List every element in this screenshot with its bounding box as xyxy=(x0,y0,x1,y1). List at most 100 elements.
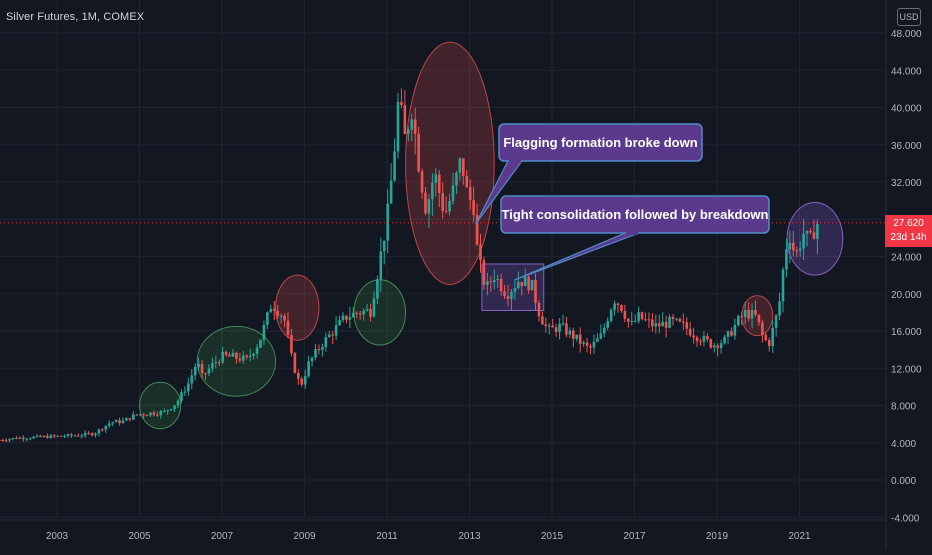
candle-body xyxy=(300,378,304,385)
candle-body xyxy=(266,312,269,325)
candle-body xyxy=(259,339,262,348)
candle-body xyxy=(348,317,352,320)
candle-body xyxy=(42,435,46,437)
candle-body xyxy=(293,353,297,373)
candle-body xyxy=(719,343,723,349)
candle-body xyxy=(59,435,63,437)
candle-body xyxy=(145,415,149,417)
candle-body xyxy=(217,362,221,364)
candle-body xyxy=(231,352,235,357)
callout-1[interactable]: Flagging formation broke down xyxy=(475,123,703,225)
candle-body xyxy=(362,310,365,315)
callout-box[interactable] xyxy=(498,123,703,162)
currency-badge[interactable]: USD xyxy=(897,8,921,26)
candle-body xyxy=(338,319,341,326)
candle-body xyxy=(558,323,561,332)
candle-body xyxy=(520,282,524,287)
candle-body xyxy=(692,335,695,338)
current-price-value: 27.620 xyxy=(893,218,924,229)
candle-body xyxy=(778,301,781,316)
candle-body xyxy=(592,341,596,348)
candle-body xyxy=(314,349,317,358)
highlight-circle[interactable] xyxy=(353,279,407,346)
candle-body xyxy=(802,233,805,249)
candle-body xyxy=(156,414,159,416)
candle-body xyxy=(647,319,651,321)
candle-body xyxy=(407,129,410,135)
candle-body xyxy=(627,318,630,322)
y-tick-label: -4.000 xyxy=(891,513,920,524)
candle-body xyxy=(682,321,685,323)
candle-body xyxy=(805,230,809,234)
candle-body xyxy=(589,345,592,348)
x-tick-label: 2005 xyxy=(128,531,151,542)
candle-body xyxy=(70,434,73,436)
candle-body xyxy=(334,325,338,336)
candle-body xyxy=(32,436,35,439)
highlight-ellipse[interactable] xyxy=(405,41,495,285)
candle-body xyxy=(482,260,486,285)
candle-body xyxy=(283,315,286,321)
callout-2[interactable]: Tight consolidation followed by breakdow… xyxy=(500,195,770,281)
candle-body xyxy=(176,400,180,406)
candle-body xyxy=(180,392,183,401)
candle-body xyxy=(767,340,771,347)
candle-body xyxy=(499,279,503,292)
x-tick-label: 2019 xyxy=(706,531,729,542)
candle-body xyxy=(138,414,142,416)
candle-body xyxy=(324,337,328,348)
symbol-title[interactable]: Silver Futures, 1M, COMEX xyxy=(6,11,145,23)
candle-body xyxy=(35,435,39,437)
candle-body xyxy=(355,312,359,314)
candle-body xyxy=(424,192,427,214)
candle-body xyxy=(83,432,87,436)
candle-body xyxy=(661,321,664,327)
candle-body xyxy=(764,334,768,341)
candle-body xyxy=(382,240,386,252)
candle-body xyxy=(709,339,713,348)
candle-body xyxy=(602,327,606,334)
candle-body xyxy=(66,434,70,437)
candle-body xyxy=(87,432,90,434)
candle-body xyxy=(307,361,310,376)
candle-body xyxy=(290,334,293,354)
candle-body xyxy=(737,316,740,325)
candle-body xyxy=(637,312,640,321)
candle-body xyxy=(792,242,795,251)
candle-body xyxy=(654,323,658,327)
x-tick-label: 2021 xyxy=(788,531,811,542)
candle-body xyxy=(331,334,334,336)
candle-body xyxy=(379,251,383,280)
candle-body xyxy=(492,279,496,283)
candle-body xyxy=(417,133,420,172)
candle-body xyxy=(39,435,42,437)
candle-body xyxy=(702,335,706,342)
candle-body xyxy=(513,288,517,292)
candle-body xyxy=(369,309,372,317)
y-tick-label: 4.000 xyxy=(891,439,916,450)
candle-body xyxy=(97,429,101,434)
highlight-circle[interactable] xyxy=(139,381,182,430)
candle-body xyxy=(544,324,548,327)
candle-body xyxy=(1,439,4,441)
x-tick-label: 2007 xyxy=(211,531,234,542)
candle-body xyxy=(310,357,314,362)
candle-body xyxy=(585,342,589,346)
candle-body xyxy=(664,321,668,328)
y-tick-label: 32.000 xyxy=(891,178,922,189)
candle-body xyxy=(451,185,455,202)
candle-body xyxy=(121,420,125,424)
candle-body xyxy=(685,322,689,329)
highlight-circle[interactable] xyxy=(275,274,320,341)
candle-body xyxy=(52,435,56,437)
candle-body xyxy=(18,437,22,439)
candle-body xyxy=(80,435,84,437)
candle-body xyxy=(644,319,647,321)
candle-body xyxy=(510,291,513,299)
candle-body xyxy=(754,310,757,315)
candle-body xyxy=(413,119,417,134)
candle-body xyxy=(657,323,661,327)
candle-body xyxy=(214,362,218,364)
